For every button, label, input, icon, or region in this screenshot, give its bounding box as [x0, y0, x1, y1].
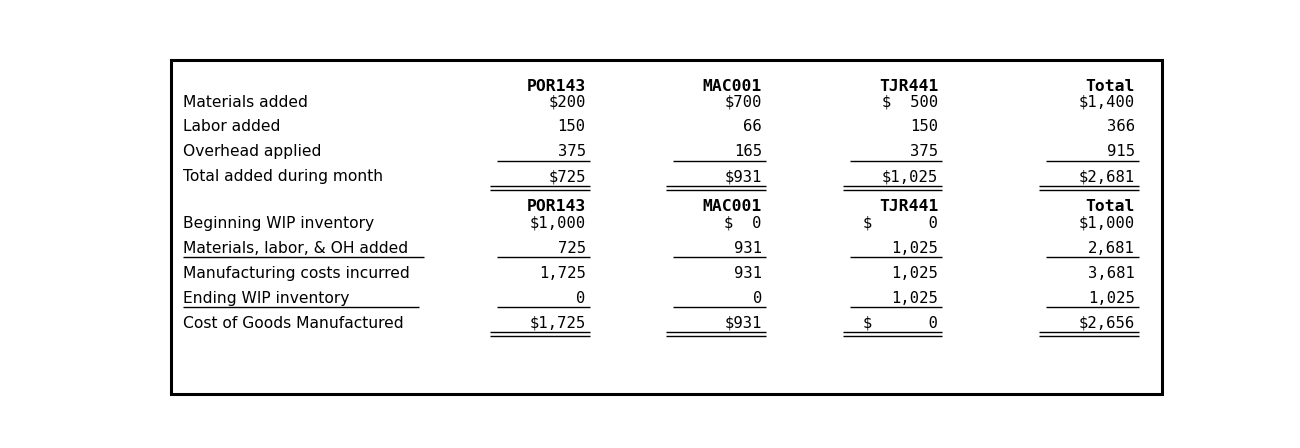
- Text: 0: 0: [753, 291, 762, 306]
- Text: $      0: $ 0: [863, 216, 939, 231]
- Text: Total: Total: [1086, 199, 1135, 214]
- Text: 150: 150: [910, 120, 939, 134]
- Text: MAC001: MAC001: [703, 79, 762, 94]
- Text: MAC001: MAC001: [703, 199, 762, 214]
- Text: Labor added: Labor added: [182, 120, 280, 134]
- Text: Materials, labor, & OH added: Materials, labor, & OH added: [182, 241, 408, 256]
- Text: $1,000: $1,000: [1079, 216, 1135, 231]
- Text: POR143: POR143: [526, 79, 585, 94]
- Text: 1,025: 1,025: [892, 291, 939, 306]
- Text: $2,656: $2,656: [1079, 315, 1135, 331]
- Text: POR143: POR143: [526, 199, 585, 214]
- Text: Cost of Goods Manufactured: Cost of Goods Manufactured: [182, 315, 403, 331]
- Text: Total added during month: Total added during month: [182, 169, 382, 184]
- Text: Total: Total: [1086, 79, 1135, 94]
- Text: 1,025: 1,025: [892, 241, 939, 256]
- Text: 375: 375: [910, 144, 939, 159]
- Text: $1,400: $1,400: [1079, 95, 1135, 110]
- Text: $1,000: $1,000: [529, 216, 585, 231]
- Text: 3,681: 3,681: [1088, 266, 1135, 281]
- Text: $1,725: $1,725: [529, 315, 585, 331]
- Text: $      0: $ 0: [863, 315, 939, 331]
- Text: TJR441: TJR441: [879, 79, 939, 94]
- Text: Materials added: Materials added: [182, 95, 308, 110]
- FancyBboxPatch shape: [170, 60, 1162, 393]
- Text: $725: $725: [549, 169, 585, 184]
- Text: $200: $200: [549, 95, 585, 110]
- Text: $931: $931: [724, 315, 762, 331]
- Text: $  500: $ 500: [881, 95, 939, 110]
- Text: 1,025: 1,025: [1088, 291, 1135, 306]
- Text: 366: 366: [1106, 120, 1135, 134]
- Text: Beginning WIP inventory: Beginning WIP inventory: [182, 216, 374, 231]
- Text: 375: 375: [558, 144, 585, 159]
- Text: 0: 0: [576, 291, 585, 306]
- Text: $  0: $ 0: [724, 216, 762, 231]
- Text: 150: 150: [558, 120, 585, 134]
- Text: 1,025: 1,025: [892, 266, 939, 281]
- Text: 1,725: 1,725: [538, 266, 585, 281]
- Text: Manufacturing costs incurred: Manufacturing costs incurred: [182, 266, 410, 281]
- Text: $2,681: $2,681: [1079, 169, 1135, 184]
- Text: $931: $931: [724, 169, 762, 184]
- Text: 2,681: 2,681: [1088, 241, 1135, 256]
- Text: 725: 725: [558, 241, 585, 256]
- Text: 915: 915: [1106, 144, 1135, 159]
- Text: $700: $700: [724, 95, 762, 110]
- Text: 165: 165: [733, 144, 762, 159]
- Text: 931: 931: [733, 266, 762, 281]
- Text: $1,025: $1,025: [881, 169, 939, 184]
- Text: 66: 66: [744, 120, 762, 134]
- Text: Overhead applied: Overhead applied: [182, 144, 321, 159]
- Text: 931: 931: [733, 241, 762, 256]
- Text: Ending WIP inventory: Ending WIP inventory: [182, 291, 348, 306]
- Text: TJR441: TJR441: [879, 199, 939, 214]
